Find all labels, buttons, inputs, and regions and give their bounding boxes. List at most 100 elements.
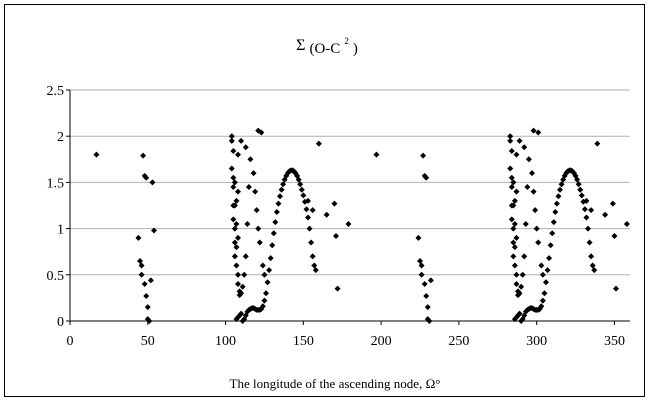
data-point — [583, 197, 590, 204]
data-point — [233, 220, 240, 227]
data-point — [149, 179, 156, 186]
data-point — [259, 303, 266, 310]
data-point — [238, 290, 245, 297]
data-point — [315, 140, 322, 147]
data-point — [300, 192, 307, 199]
x-tick-label: 350 — [604, 334, 625, 349]
data-point — [510, 253, 517, 260]
data-point — [530, 127, 537, 134]
x-tick-label: 100 — [215, 334, 236, 349]
data-point — [233, 197, 240, 204]
data-point — [547, 242, 554, 249]
data-point — [586, 239, 593, 246]
data-point — [543, 279, 549, 286]
data-point — [230, 184, 237, 191]
data-point — [235, 188, 241, 195]
data-point — [535, 239, 542, 246]
data-point — [298, 186, 305, 193]
data-point — [588, 207, 595, 214]
data-point — [420, 152, 427, 159]
data-point — [507, 165, 514, 172]
axes — [66, 89, 630, 325]
data-point — [144, 304, 151, 311]
data-point — [303, 206, 310, 213]
data-point — [280, 181, 287, 188]
data-point — [334, 285, 341, 292]
data-point — [519, 271, 526, 278]
data-point — [558, 181, 565, 188]
y-tick-label: 2 — [57, 130, 64, 145]
data-point — [508, 184, 515, 191]
data-point — [138, 262, 145, 269]
y-tick-label: 0.5 — [47, 269, 65, 284]
data-point — [581, 206, 588, 213]
chart-frame: Σ (O-C 2 ) 0 0.5 1 1.5 2 2.5 0 50 100 150 200 250 3… — [4, 4, 645, 397]
data-point — [589, 262, 596, 269]
data-point — [230, 216, 237, 223]
x-axis-label: The longitude of the ascending node, Ω° — [230, 376, 441, 391]
data-point — [235, 271, 241, 278]
data-point — [583, 214, 590, 221]
data-point — [295, 176, 302, 183]
data-point — [245, 184, 252, 191]
data-point — [258, 129, 265, 136]
data-point — [312, 267, 319, 274]
data-point — [535, 129, 542, 136]
data-point — [235, 281, 241, 288]
data-point — [250, 170, 257, 177]
data-point — [238, 310, 245, 317]
data-point — [538, 303, 545, 310]
data-point — [418, 271, 425, 278]
data-point — [331, 200, 338, 207]
data-point — [533, 225, 540, 232]
data-point — [511, 197, 518, 204]
title-paren: (O-C — [309, 41, 340, 57]
data-point — [427, 277, 434, 284]
data-point — [623, 220, 630, 227]
data-point — [267, 255, 274, 262]
data-point — [261, 271, 268, 278]
data-point — [345, 220, 352, 227]
chart-title: Σ (O-C 2 ) — [296, 31, 358, 57]
data-point — [544, 267, 551, 274]
data-point — [532, 207, 539, 214]
data-point — [538, 262, 545, 269]
data-point — [235, 234, 241, 241]
data-point — [552, 208, 559, 215]
data-point — [522, 220, 529, 227]
data-point — [585, 225, 591, 232]
data-point — [231, 253, 238, 260]
data-point — [252, 188, 259, 195]
data-point — [511, 316, 518, 323]
data-point — [231, 179, 238, 186]
data-point — [577, 186, 584, 193]
data-point — [140, 152, 147, 159]
data-point — [550, 219, 557, 226]
data-point — [233, 244, 240, 251]
x-tick-label: 50 — [141, 334, 155, 349]
data-point — [231, 225, 238, 232]
data-point — [147, 277, 154, 284]
data-point — [415, 234, 422, 241]
x-tick-label: 250 — [448, 334, 469, 349]
data-point — [553, 200, 560, 207]
data-point — [424, 304, 431, 311]
data-point — [141, 281, 148, 288]
data-point — [311, 262, 318, 269]
data-point — [507, 133, 514, 140]
data-point — [591, 267, 598, 274]
y-tick-labels: 0 0.5 1 1.5 2 2.5 — [47, 84, 65, 330]
data-point — [525, 156, 532, 163]
data-point — [256, 239, 263, 246]
data-point — [541, 290, 548, 297]
data-point — [511, 262, 518, 269]
data-point — [305, 214, 311, 221]
data-point — [138, 271, 145, 278]
data-point — [594, 140, 601, 147]
data-point — [146, 318, 153, 324]
data-point — [266, 267, 273, 274]
x-tick-label: 200 — [371, 334, 392, 349]
data-point — [309, 207, 316, 214]
data-point — [508, 216, 515, 223]
data-point — [510, 179, 517, 186]
